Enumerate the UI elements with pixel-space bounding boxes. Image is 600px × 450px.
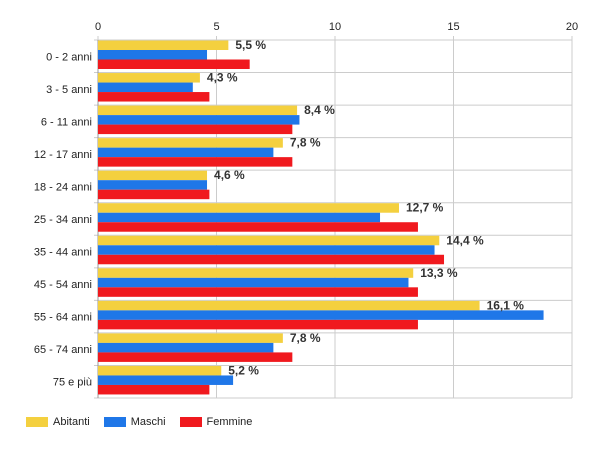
category-label-65-74-anni: 65 - 74 anni [34,344,92,356]
category-label-6-11-anni: 6 - 11 anni [41,116,92,128]
bar-femmine-65-74-anni [98,352,293,362]
bar-femmine-3-5-anni [98,92,210,102]
legend-item-maschi: Maschi [103,416,166,428]
category-label-3-5-anni: 3 - 5 anni [46,84,92,96]
legend-item-femmine: Femmine [179,416,253,428]
category-label-45-54-anni: 45 - 54 anni [34,279,92,291]
category-label-18-24-anni: 18 - 24 anni [34,181,92,193]
bar-maschi-0-2-anni [98,50,208,60]
bar-maschi-18-24-anni [98,180,208,190]
bar-abitanti-75-e-pi [98,365,222,376]
data-label-45-54-anni: 13,3 % [420,266,458,280]
data-label-0-2-anni: 5,5 % [235,38,266,52]
bar-maschi-25-34-anni [98,212,381,223]
x-tick-label-10: 10 [329,21,341,33]
bar-maschi-65-74-anni [98,342,274,353]
bar-maschi-55-64-anni [98,310,544,320]
legend-label-abitanti: Abitanti [53,416,90,428]
legend-swatch-abitanti [26,417,48,427]
bar-maschi-12-17-anni [98,147,274,158]
category-label-75-e-pi: 75 e più [53,377,92,389]
bar-abitanti-45-54-anni [98,268,414,278]
bar-abitanti-65-74-anni [98,333,283,343]
bar-femmine-12-17-anni [98,157,293,167]
bar-abitanti-25-34-anni [98,203,399,213]
bar-femmine-55-64-anni [98,319,418,330]
data-label-6-11-anni: 8,4 % [304,103,335,117]
bar-abitanti-35-44-anni [98,235,440,246]
bar-abitanti-0-2-anni [98,40,229,50]
legend-swatch-maschi [103,417,126,427]
data-label-75-e-pi: 5,2 % [228,363,259,377]
bar-femmine-18-24-anni [98,189,210,200]
bar-maschi-45-54-anni [98,277,409,288]
bar-maschi-35-44-anni [98,245,435,255]
bar-abitanti-12-17-anni [98,138,283,148]
category-label-0-2-anni: 0 - 2 anni [46,51,92,63]
x-tick-label-15: 15 [447,21,459,33]
legend-swatch-femmine [179,417,202,427]
bar-abitanti-3-5-anni [98,73,200,83]
category-label-25-34-anni: 25 - 34 anni [34,214,92,226]
bar-femmine-35-44-anni [98,254,445,265]
data-label-35-44-anni: 14,4 % [446,233,484,247]
data-label-65-74-anni: 7,8 % [290,331,321,345]
bar-femmine-45-54-anni [98,287,418,297]
category-label-12-17-anni: 12 - 17 anni [34,149,92,161]
legend: Abitanti Maschi Femmine [26,416,266,428]
bar-maschi-3-5-anni [98,82,193,93]
legend-label-maschi: Maschi [130,416,166,428]
x-tick-label-5: 5 [213,21,219,33]
bar-femmine-25-34-anni [98,222,418,232]
legend-item-abitanti: Abitanti [26,416,90,428]
bar-femmine-75-e-pi [98,384,210,395]
bar-femmine-6-11-anni [98,124,293,135]
bar-maschi-6-11-anni [98,115,300,125]
bar-femmine-0-2-anni [98,59,250,69]
bar-abitanti-18-24-anni [98,170,208,181]
category-label-35-44-anni: 35 - 44 anni [34,247,92,259]
bar-abitanti-6-11-anni [98,105,298,116]
category-label-55-64-anni: 55 - 64 anni [34,312,92,324]
x-tick-label-20: 20 [566,21,578,33]
data-label-25-34-anni: 12,7 % [406,201,444,215]
data-label-55-64-anni: 16,1 % [487,298,525,312]
data-label-12-17-anni: 7,8 % [290,136,321,150]
legend-label-femmine: Femmine [206,416,253,428]
bar-maschi-75-e-pi [98,375,234,385]
data-label-3-5-anni: 4,3 % [207,71,238,85]
bar-abitanti-55-64-anni [98,300,480,311]
x-tick-label-0: 0 [95,21,101,33]
data-label-18-24-anni: 4,6 % [214,168,245,182]
